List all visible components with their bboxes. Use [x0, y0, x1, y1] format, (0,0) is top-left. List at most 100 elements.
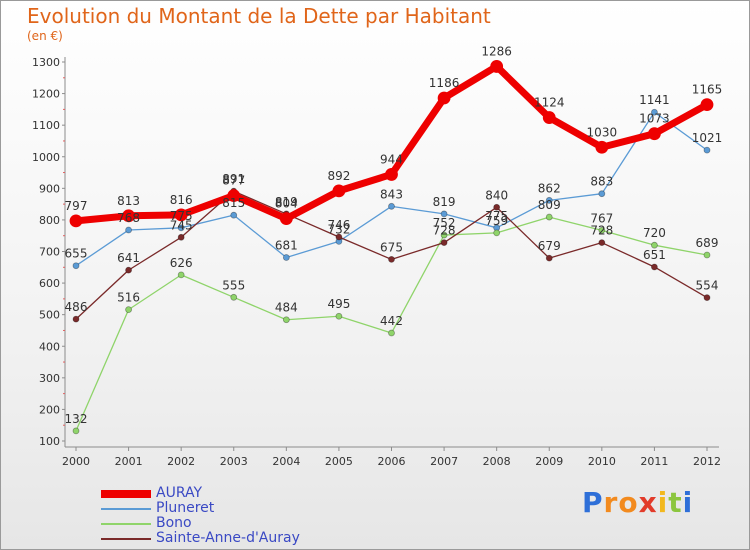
data-label-sainte-anne-d-auray: 486: [65, 300, 88, 314]
data-label-sainte-anne-d-auray: 679: [538, 239, 561, 253]
data-label-pluneret: 815: [222, 196, 245, 210]
data-point-sainte-anne-d-auray: [125, 266, 132, 274]
data-label-bono: 759: [485, 214, 508, 228]
data-label-bono: 720: [643, 226, 666, 240]
y-tick-label: 300: [39, 372, 60, 385]
data-label-auray: 1165: [692, 83, 723, 97]
data-label-auray: 1124: [534, 96, 565, 110]
x-tick-label: 2001: [115, 455, 143, 468]
data-label-bono: 689: [696, 236, 719, 250]
y-tick-label: 700: [39, 246, 60, 259]
data-point-sainte-anne-d-auray: [598, 239, 606, 247]
data-point-bono: [440, 231, 448, 239]
data-point-sainte-anne-d-auray: [651, 263, 658, 271]
data-point-sainte-anne-d-auray: [177, 233, 185, 241]
data-point-bono: [388, 329, 395, 337]
data-label-bono: 767: [590, 211, 613, 225]
data-point-bono: [651, 241, 658, 249]
data-point-auray: [227, 189, 241, 202]
data-point-sainte-anne-d-auray: [388, 255, 395, 263]
legend-label: AURAY: [156, 485, 203, 501]
data-label-bono: 752: [433, 216, 456, 230]
data-point-pluneret: [282, 254, 290, 261]
data-label-auray: 1286: [481, 44, 512, 58]
data-point-pluneret: [230, 211, 238, 219]
data-point-auray: [490, 60, 504, 73]
x-tick-label: 2007: [430, 455, 458, 468]
data-point-pluneret: [72, 262, 80, 270]
data-label-pluneret: 843: [380, 187, 403, 201]
data-label-pluneret: 681: [275, 239, 298, 253]
data-label-sainte-anne-d-auray: 728: [590, 224, 613, 238]
data-label-bono: 555: [222, 278, 245, 292]
y-tick-label: 1300: [32, 56, 60, 69]
data-label-bono: 495: [327, 297, 350, 311]
data-label-pluneret: 1021: [692, 131, 723, 145]
data-label-auray: 813: [117, 194, 140, 208]
data-point-pluneret: [125, 226, 132, 234]
data-point-pluneret: [598, 190, 606, 198]
data-point-auray: [332, 184, 346, 198]
data-label-auray: 892: [327, 169, 350, 183]
logo-letter: o: [618, 486, 639, 519]
data-label-pluneret: 1141: [639, 93, 670, 107]
data-point-bono: [703, 251, 711, 259]
data-point-pluneret: [651, 108, 658, 116]
x-tick-label: 2006: [378, 455, 406, 468]
data-point-bono: [335, 312, 343, 320]
x-tick-label: 2009: [535, 455, 563, 468]
logo-letter: t: [668, 486, 683, 519]
series-layer: [69, 60, 714, 435]
proxiti-logo: Proxiti: [582, 486, 693, 519]
data-label-auray: 1186: [429, 76, 460, 90]
data-label-sainte-anne-d-auray: 641: [117, 251, 140, 265]
legend-swatch: [101, 490, 151, 498]
data-label-sainte-anne-d-auray: 819: [275, 195, 298, 209]
data-label-sainte-anne-d-auray: 840: [485, 188, 508, 202]
logo-letter: r: [603, 486, 619, 519]
data-point-auray: [542, 111, 556, 124]
data-label-sainte-anne-d-auray: 728: [433, 224, 456, 238]
data-label-bono: 442: [380, 314, 403, 328]
data-point-sainte-anne-d-auray: [545, 254, 553, 262]
x-tick-label: 2012: [693, 455, 721, 468]
data-label-pluneret: 655: [65, 247, 88, 261]
data-point-pluneret: [177, 224, 185, 232]
x-tick-label: 2002: [167, 455, 195, 468]
data-point-bono: [282, 316, 290, 324]
y-tick-label: 1000: [32, 151, 60, 164]
axes: 100 200 300 400 500 600 700 800 900 1000 1100 1200 1…: [32, 56, 721, 468]
data-point-bono: [598, 226, 606, 234]
data-label-bono: 626: [170, 256, 193, 270]
data-point-pluneret: [703, 146, 711, 154]
logo-letter: i: [682, 486, 694, 519]
data-label-bono: 516: [117, 291, 140, 305]
y-tick-label: 500: [39, 309, 60, 322]
data-point-pluneret: [388, 202, 395, 210]
data-label-auray: 816: [170, 193, 193, 207]
data-point-auray: [385, 168, 398, 181]
data-point-bono: [493, 229, 501, 237]
data-point-auray: [595, 140, 609, 154]
data-point-bono: [125, 306, 132, 314]
data-point-auray: [700, 98, 714, 112]
data-label-bono: 809: [538, 198, 561, 212]
chart-unit: (en €): [27, 29, 63, 43]
x-tick-label: 2000: [62, 455, 90, 468]
data-point-auray: [122, 209, 135, 223]
data-label-sainte-anne-d-auray: 554: [696, 279, 719, 293]
data-point-sainte-anne-d-auray: [440, 239, 448, 247]
legend-label: Sainte-Anne-d'Auray: [156, 530, 300, 546]
y-tick-label: 100: [39, 435, 60, 448]
data-point-pluneret: [440, 210, 448, 218]
chart-title: Evolution du Montant de la Dette par Hab…: [27, 4, 491, 28]
legend-swatch: [101, 508, 151, 510]
x-tick-label: 2011: [640, 455, 668, 468]
data-label-auray: 944: [380, 152, 403, 166]
x-tick-label: 2003: [220, 455, 248, 468]
y-tick-label: 400: [39, 340, 60, 353]
x-tick-label: 2010: [588, 455, 616, 468]
y-tick-label: 800: [39, 214, 60, 227]
